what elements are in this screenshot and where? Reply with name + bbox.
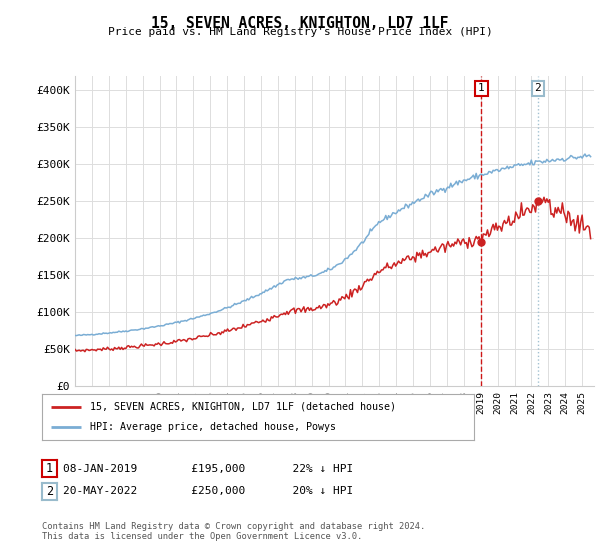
Text: 08-JAN-2019        £195,000       22% ↓ HPI: 08-JAN-2019 £195,000 22% ↓ HPI	[63, 464, 353, 474]
Text: 2: 2	[535, 83, 541, 94]
Text: 15, SEVEN ACRES, KNIGHTON, LD7 1LF (detached house): 15, SEVEN ACRES, KNIGHTON, LD7 1LF (deta…	[89, 402, 395, 412]
Text: Price paid vs. HM Land Registry's House Price Index (HPI): Price paid vs. HM Land Registry's House …	[107, 27, 493, 37]
Text: 15, SEVEN ACRES, KNIGHTON, LD7 1LF: 15, SEVEN ACRES, KNIGHTON, LD7 1LF	[151, 16, 449, 31]
Text: 1: 1	[46, 462, 53, 475]
Text: Contains HM Land Registry data © Crown copyright and database right 2024.
This d: Contains HM Land Registry data © Crown c…	[42, 522, 425, 542]
Text: 2: 2	[46, 484, 53, 498]
Text: 1: 1	[478, 83, 485, 94]
Text: HPI: Average price, detached house, Powys: HPI: Average price, detached house, Powy…	[89, 422, 335, 432]
Text: 20-MAY-2022        £250,000       20% ↓ HPI: 20-MAY-2022 £250,000 20% ↓ HPI	[63, 486, 353, 496]
